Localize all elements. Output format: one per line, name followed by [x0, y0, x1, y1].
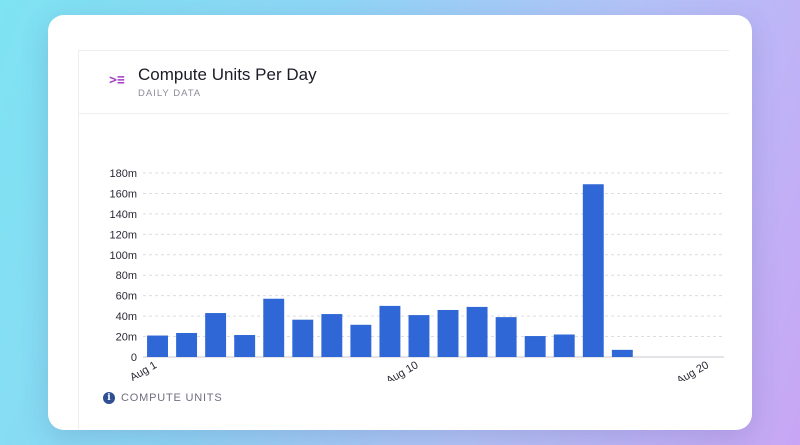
bar	[379, 305, 401, 357]
bar	[350, 324, 372, 357]
chart-card: >≡ Compute Units Per Day DAILY DATA 0 20m…	[48, 15, 752, 430]
bar	[408, 315, 430, 357]
chart-subtitle: DAILY DATA	[138, 88, 202, 99]
bar	[553, 334, 575, 357]
y-tick-label: 40m	[116, 311, 137, 323]
y-tick-label: 0	[131, 352, 137, 364]
bar	[263, 298, 285, 357]
y-tick-label: 20m	[116, 332, 137, 344]
y-tick-label: 120m	[109, 229, 137, 241]
x-tick-label: Aug 10	[384, 359, 420, 381]
x-tick-label: Aug 20	[675, 359, 711, 381]
bar	[582, 184, 604, 357]
bar	[234, 335, 256, 357]
bar	[466, 306, 488, 357]
bar	[292, 319, 314, 357]
y-tick-label: 80m	[116, 270, 137, 282]
info-icon: i	[103, 392, 115, 404]
bar	[495, 317, 517, 357]
y-tick-label: 160m	[109, 188, 137, 200]
legend-label: COMPUTE UNITS	[121, 392, 223, 404]
bar	[524, 336, 546, 357]
bar	[176, 332, 198, 357]
bar	[205, 313, 227, 357]
bar	[147, 335, 168, 357]
chart-panel: >≡ Compute Units Per Day DAILY DATA 0 20m…	[78, 50, 729, 430]
legend[interactable]: i COMPUTE UNITS	[103, 391, 222, 405]
y-tick-label: 60m	[116, 291, 137, 303]
bar	[437, 309, 459, 357]
y-tick-label: 180m	[109, 168, 137, 180]
y-tick-label: 140m	[109, 209, 137, 221]
bar	[321, 314, 343, 357]
code-list-icon: >≡	[109, 73, 125, 88]
y-tick-label: 100m	[109, 250, 137, 262]
chart-header: >≡ Compute Units Per Day DAILY DATA	[79, 51, 729, 114]
bar	[611, 349, 633, 357]
chart-title: Compute Units Per Day	[138, 65, 317, 84]
